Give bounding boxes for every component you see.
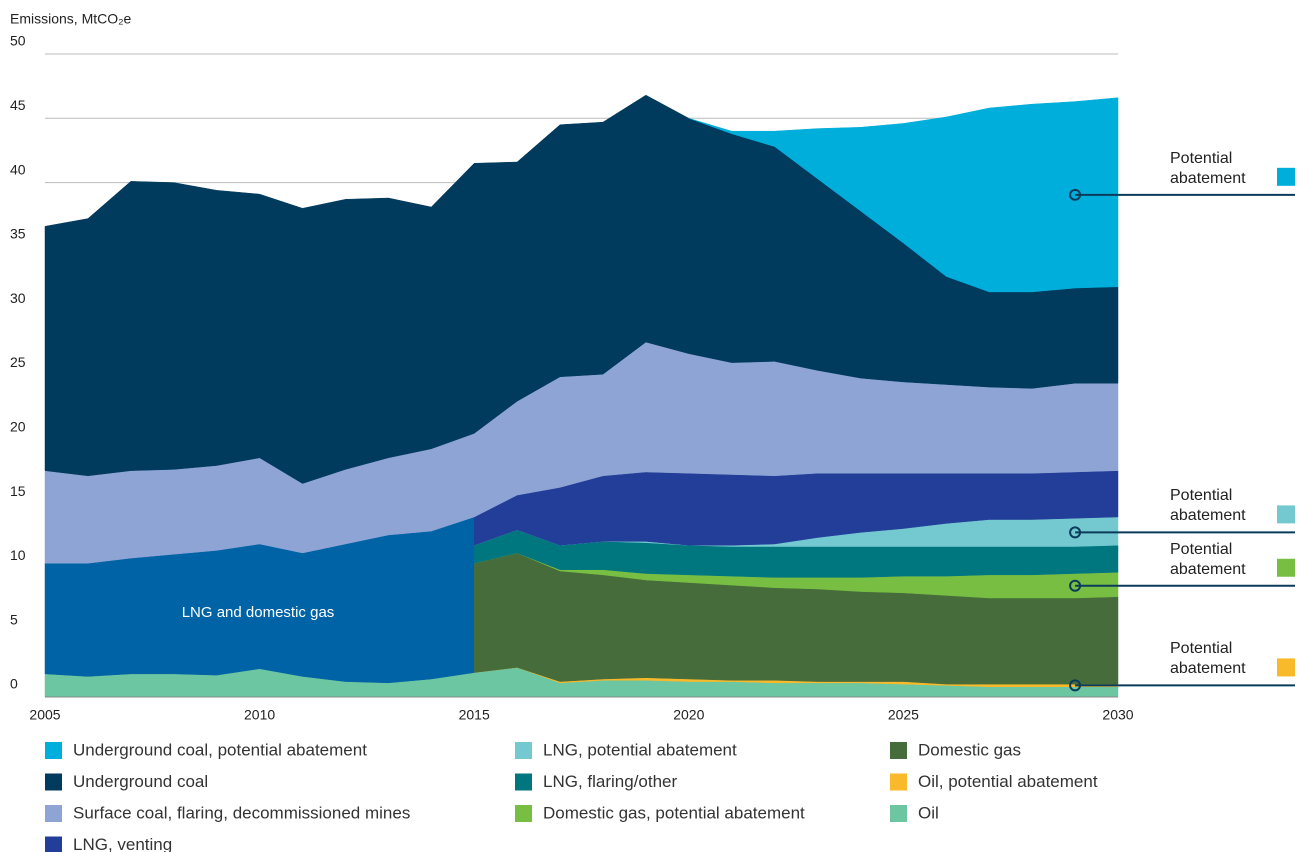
legend-label: Oil (918, 803, 939, 822)
legend-swatch (890, 773, 907, 791)
legend-label: LNG, venting (73, 835, 172, 852)
legend-swatch (515, 805, 532, 822)
y-axis-label: Emissions, MtCO₂e (10, 11, 132, 27)
y-tick-label: 10 (10, 547, 26, 563)
legend-swatch (515, 742, 532, 759)
area-label: LNG and domestic gas (182, 604, 335, 621)
annotation-box: Potential abatement (1170, 487, 1246, 525)
annotation-dot (1069, 579, 1082, 592)
x-tick-label: 2005 (29, 707, 60, 723)
y-tick-label: 40 (10, 161, 26, 177)
area (44, 94, 1119, 484)
x-tick-label: 2015 (459, 707, 490, 723)
annotation-text: Potential abatement (1170, 640, 1246, 678)
legend-swatch (890, 742, 907, 759)
legend-swatch (45, 773, 62, 791)
legend-label: LNG, flaring/other (543, 772, 678, 791)
y-tick-label: 35 (10, 226, 26, 242)
area (688, 97, 1119, 293)
y-tick-label: 20 (10, 419, 26, 435)
annotation-text: Potential abatement (1170, 487, 1246, 525)
y-tick-label: 25 (10, 354, 26, 370)
legend-swatch (890, 805, 907, 822)
annotation-dot (1069, 188, 1082, 201)
annotation-box: Potential abatement (1170, 149, 1246, 187)
annotation-swatch (1277, 658, 1295, 677)
annotation-text: Potential abatement (1170, 149, 1246, 187)
annotation-box: Potential abatement (1170, 640, 1246, 678)
legend-label: Underground coal (73, 772, 208, 791)
x-tick-label: 2010 (244, 707, 275, 723)
y-tick-label: 30 (10, 290, 26, 306)
legend-label: Surface coal, flaring, decommissioned mi… (73, 803, 410, 822)
legend-swatch (45, 742, 62, 759)
legend-swatch (515, 773, 532, 791)
legend-label: LNG, potential abatement (543, 740, 737, 759)
legend-label: Domestic gas, potential abatement (543, 803, 805, 822)
x-tick-label: 2020 (673, 707, 704, 723)
legend-swatch (45, 836, 62, 852)
x-tick-label: 2030 (1102, 707, 1133, 723)
y-tick-label: 50 (10, 33, 26, 49)
legend-label: Underground coal, potential abatement (73, 740, 367, 759)
x-tick-label: 2025 (888, 707, 919, 723)
annotation-dot (1069, 526, 1082, 539)
y-tick-label: 45 (10, 97, 26, 113)
y-tick-label: 5 (10, 611, 18, 627)
legend-label: Domestic gas (918, 740, 1021, 759)
legend-swatch (45, 805, 62, 822)
annotation-box: Potential abatement (1170, 540, 1246, 578)
annotation-swatch (1277, 505, 1295, 524)
annotation-text: Potential abatement (1170, 540, 1246, 578)
y-tick-label: 15 (10, 483, 26, 499)
y-tick-label: 0 (10, 676, 18, 692)
legend-label: Oil, potential abatement (918, 772, 1098, 791)
annotation-swatch (1277, 558, 1295, 577)
annotation-swatch (1277, 167, 1295, 186)
annotation-dot (1069, 679, 1082, 692)
